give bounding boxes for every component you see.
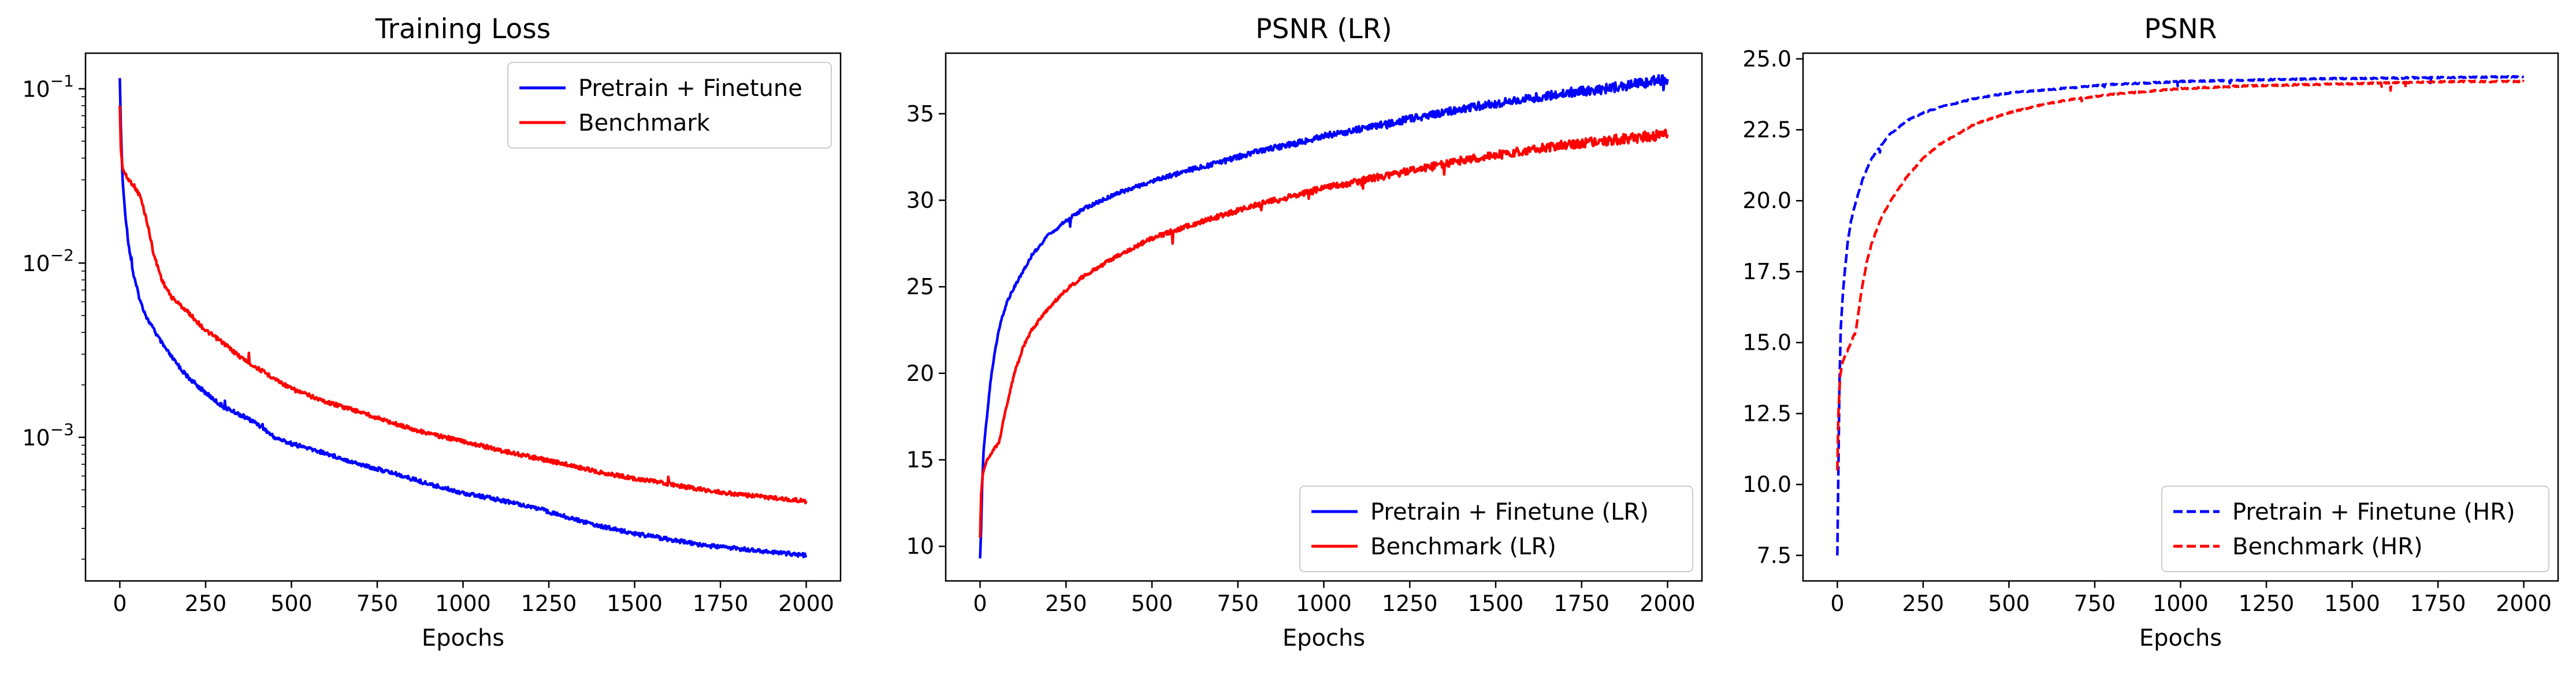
- axes-frame: [945, 52, 1703, 582]
- y-tick-base: 10: [22, 425, 50, 451]
- y-tick-label: 10.0: [1742, 472, 1791, 497]
- chart-title: PSNR (LR): [1255, 13, 1392, 45]
- y-tick-label: 12.5: [1742, 401, 1791, 426]
- y-tick-label: 20: [906, 361, 934, 386]
- x-tick-label: 1750: [2410, 591, 2466, 616]
- x-tick-label: 1500: [2324, 591, 2380, 616]
- y-tick-exponent: −2: [50, 246, 74, 265]
- axes-frame: [84, 52, 842, 582]
- x-tick-label: 0: [1830, 591, 1844, 616]
- series-line-benchmark: [979, 128, 1669, 538]
- panel-psnr-lr: PSNR (LR) Epochs 0 250 500 750 1000 1250 1500 175…: [906, 13, 1703, 651]
- x-tick-label: 750: [1217, 591, 1259, 616]
- x-tick-label: 500: [270, 591, 313, 616]
- panel-psnr-hr: PSNR Epochs 0 250 500 750 1000 1250 1500 1750 2000…: [1742, 13, 2559, 651]
- y-tick-label: 10: [906, 534, 934, 559]
- y-tick-label: 10−1: [22, 72, 74, 102]
- y-tick-label: 10−3: [22, 420, 74, 451]
- y-tick-label: 25.0: [1742, 46, 1791, 72]
- y-tick-label: 22.5: [1742, 117, 1791, 143]
- series-line-benchmark: [1836, 79, 2525, 471]
- x-tick-label: 250: [185, 591, 227, 616]
- panel-training-loss: Training Loss Epochs 0 250 500 750 1000 1250 150…: [22, 13, 842, 651]
- legend-label: Pretrain + Finetune (HR): [2232, 499, 2515, 525]
- legend-label: Benchmark (LR): [1370, 534, 1556, 560]
- x-tick-label: 1500: [1468, 591, 1524, 616]
- y-tick-base: 10: [22, 77, 50, 102]
- x-tick-label: 1000: [2153, 591, 2209, 616]
- y-tick-label: 15.0: [1742, 330, 1791, 355]
- legend-label: Benchmark: [578, 110, 711, 136]
- x-tick-label: 1250: [521, 591, 577, 616]
- legend: Pretrain + Finetune (LR) Benchmark (LR): [1299, 486, 1693, 572]
- x-tick-label: 500: [1131, 591, 1173, 616]
- legend: Pretrain + Finetune (HR) Benchmark (HR): [2161, 486, 2549, 572]
- x-axis-label: Epochs: [1283, 625, 1365, 651]
- x-tick-label: 500: [1988, 591, 2030, 616]
- series-line-benchmark: [118, 105, 808, 505]
- series-line-pretrain-finetune: [979, 74, 1669, 559]
- x-tick-label: 750: [356, 591, 399, 616]
- series-line-pretrain-finetune: [118, 78, 808, 558]
- x-axis-label: Epochs: [422, 625, 504, 651]
- y-tick-base: 10: [22, 251, 50, 276]
- y-tick-exponent: −1: [50, 72, 74, 91]
- chart-title: Training Loss: [375, 13, 551, 45]
- legend: Pretrain + Finetune Benchmark: [507, 62, 832, 149]
- y-tick-label: 10−2: [22, 246, 74, 276]
- x-tick-label: 250: [1902, 591, 1945, 616]
- x-axis-label: Epochs: [2139, 625, 2222, 651]
- legend-box: [507, 62, 832, 149]
- x-tick-label: 1250: [1382, 591, 1438, 616]
- legend-label: Benchmark (HR): [2232, 534, 2423, 560]
- y-tick-label: 30: [906, 187, 934, 213]
- legend-box: [1299, 486, 1693, 572]
- axes-frame: [1802, 52, 2559, 582]
- y-tick-label: 15: [906, 447, 934, 472]
- y-tick-label: 25: [906, 274, 934, 299]
- legend-label: Pretrain + Finetune (LR): [1370, 499, 1649, 525]
- x-tick-label: 1000: [435, 591, 491, 616]
- x-tick-label: 2000: [778, 591, 834, 616]
- x-tick-label: 2000: [1640, 591, 1696, 616]
- x-tick-label: 1250: [2239, 591, 2295, 616]
- legend-label: Pretrain + Finetune: [578, 75, 802, 102]
- y-tick-label: 7.5: [1757, 543, 1791, 568]
- y-tick-label: 20.0: [1742, 188, 1791, 213]
- x-tick-label: 0: [113, 591, 127, 616]
- chart-title: PSNR: [2144, 13, 2217, 45]
- x-tick-label: 250: [1045, 591, 1087, 616]
- x-tick-label: 1750: [693, 591, 749, 616]
- x-tick-label: 2000: [2496, 591, 2552, 616]
- x-tick-label: 1500: [607, 591, 663, 616]
- x-tick-label: 0: [973, 591, 987, 616]
- x-tick-label: 1750: [1553, 591, 1609, 616]
- y-tick-label: 17.5: [1742, 259, 1791, 284]
- y-tick-exponent: −3: [50, 420, 74, 439]
- x-tick-label: 750: [2074, 591, 2116, 616]
- y-tick-label: 35: [906, 101, 934, 127]
- x-tick-label: 1000: [1296, 591, 1352, 616]
- legend-box: [2161, 486, 2549, 572]
- series-line-pretrain-finetune: [1836, 75, 2525, 556]
